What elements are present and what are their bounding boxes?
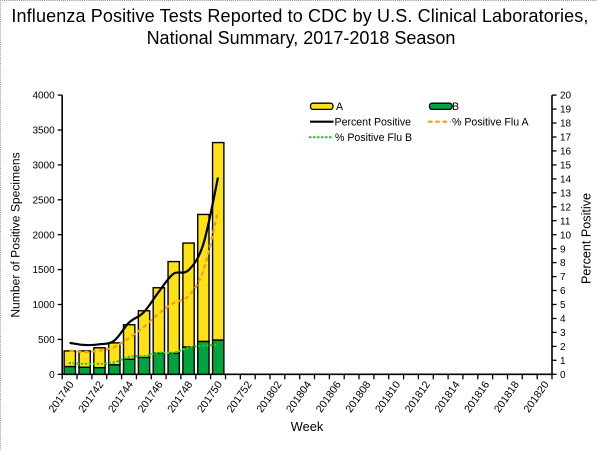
svg-text:3000: 3000 bbox=[32, 161, 55, 172]
svg-text:6: 6 bbox=[560, 286, 566, 297]
svg-text:19: 19 bbox=[560, 105, 572, 116]
svg-text:2: 2 bbox=[560, 342, 566, 353]
svg-text:2500: 2500 bbox=[32, 195, 55, 206]
svg-text:18: 18 bbox=[560, 119, 572, 130]
svg-text:13: 13 bbox=[560, 188, 572, 199]
svg-text:3500: 3500 bbox=[32, 126, 55, 137]
svg-text:A: A bbox=[336, 101, 344, 113]
svg-text:4: 4 bbox=[560, 314, 566, 325]
svg-text:16: 16 bbox=[560, 147, 572, 158]
svg-text:Number of Positive Specimens: Number of Positive Specimens bbox=[9, 152, 23, 317]
svg-text:% Positive Flu A: % Positive Flu A bbox=[452, 116, 529, 128]
svg-text:11: 11 bbox=[560, 216, 571, 227]
svg-text:1500: 1500 bbox=[32, 265, 55, 276]
svg-text:2000: 2000 bbox=[32, 230, 55, 241]
svg-text:Influenza Positive Tests Repor: Influenza Positive Tests Reported to CDC… bbox=[11, 6, 588, 26]
svg-text:8: 8 bbox=[560, 258, 566, 269]
svg-text:% Positive Flu B: % Positive Flu B bbox=[335, 132, 412, 144]
svg-text:14: 14 bbox=[560, 175, 572, 186]
svg-text:1000: 1000 bbox=[32, 300, 55, 311]
svg-text:1: 1 bbox=[560, 356, 566, 367]
svg-text:20: 20 bbox=[560, 91, 572, 102]
svg-text:3: 3 bbox=[560, 328, 566, 339]
svg-text:0: 0 bbox=[560, 370, 566, 381]
svg-text:B: B bbox=[452, 101, 459, 113]
svg-text:9: 9 bbox=[560, 244, 566, 255]
svg-text:Week: Week bbox=[291, 419, 324, 434]
svg-text:National Summary, 2017-2018 Se: National Summary, 2017-2018 Season bbox=[147, 28, 456, 48]
svg-text:Percent Positive: Percent Positive bbox=[335, 116, 412, 128]
svg-text:0: 0 bbox=[49, 370, 55, 381]
svg-text:4000: 4000 bbox=[32, 91, 55, 102]
svg-text:12: 12 bbox=[560, 202, 572, 213]
svg-text:7: 7 bbox=[560, 272, 566, 283]
svg-text:17: 17 bbox=[560, 133, 572, 144]
svg-text:10: 10 bbox=[560, 230, 572, 241]
svg-text:Percent Positive: Percent Positive bbox=[580, 193, 594, 284]
svg-text:500: 500 bbox=[38, 335, 55, 346]
svg-text:15: 15 bbox=[560, 161, 572, 172]
svg-text:5: 5 bbox=[560, 300, 566, 311]
